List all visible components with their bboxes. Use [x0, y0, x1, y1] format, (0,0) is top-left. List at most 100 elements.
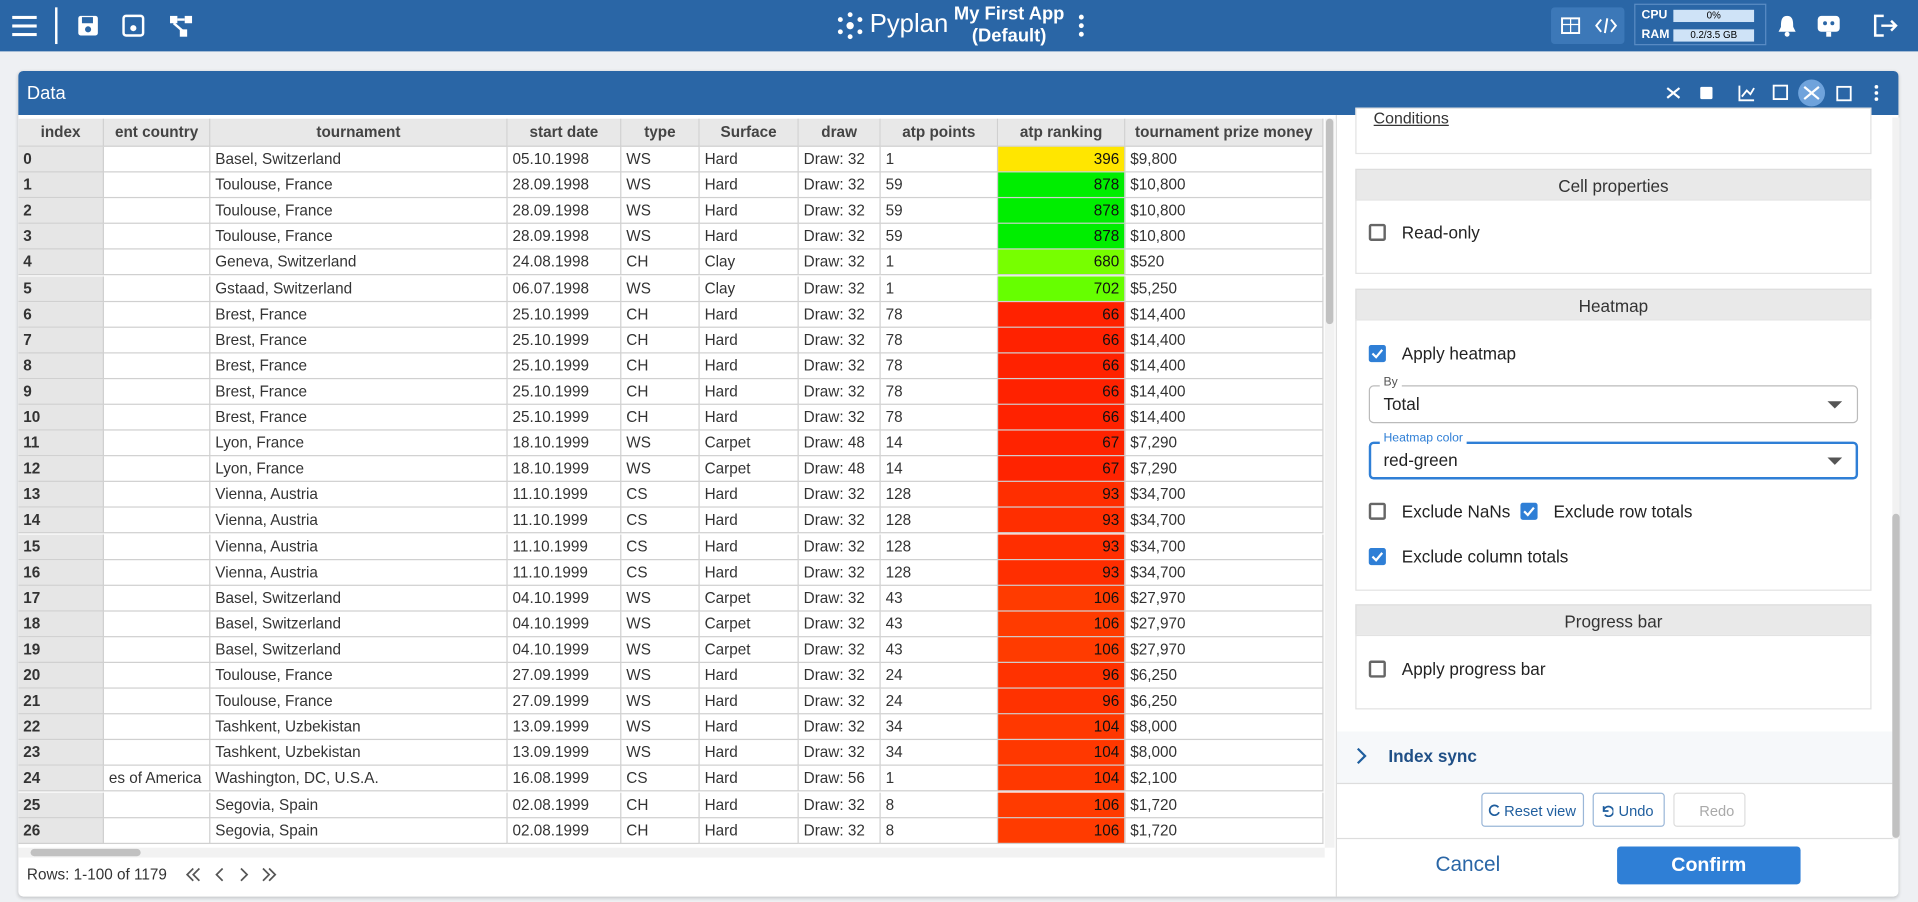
pager[interactable] [185, 865, 279, 885]
cell [103, 482, 211, 509]
cell: Draw: 32 [798, 559, 881, 586]
menu-icon[interactable] [10, 11, 39, 40]
row-index: 12 [18, 456, 104, 483]
heat-cell: 680 [998, 250, 1126, 276]
cell: $14,400 [1125, 327, 1324, 354]
confirm-button[interactable]: Confirm [1617, 846, 1801, 885]
row-index: 2 [18, 198, 104, 225]
cell [103, 585, 211, 612]
heat-cell: 878 [998, 172, 1126, 199]
heat-cell: 106 [998, 611, 1126, 638]
cell: 11.10.1999 [507, 508, 622, 534]
cell: Toulouse, France [210, 198, 508, 225]
cell: $7,290 [1125, 430, 1324, 457]
cell: 25.10.1999 [507, 379, 622, 405]
row-index: 17 [18, 585, 104, 612]
v-scrollbar[interactable] [1324, 118, 1335, 848]
conditions-link[interactable]: Conditions [1373, 108, 1449, 128]
side-scrollbar[interactable] [1892, 117, 1900, 840]
index-sync-row[interactable] [1336, 731, 1894, 785]
dropdown-arrow [1827, 457, 1843, 465]
flow-icon[interactable] [168, 12, 195, 39]
h-scrollbar[interactable] [18, 847, 1325, 858]
cell: Toulouse, France [210, 688, 508, 715]
cell: 128 [880, 559, 999, 586]
view-toggle[interactable] [1551, 7, 1625, 45]
cell: Brest, France [210, 327, 508, 354]
reset-button[interactable]: Reset view [1481, 792, 1585, 827]
checkbox[interactable] [1368, 502, 1386, 520]
cell: Draw: 48 [798, 430, 881, 457]
save-icon[interactable] [76, 13, 100, 37]
cell: Draw: 32 [798, 637, 881, 663]
heat-cell: 878 [998, 224, 1126, 251]
color-select[interactable] [1368, 441, 1859, 480]
resource-box [1634, 3, 1767, 46]
chevron[interactable] [1355, 747, 1367, 765]
cell: Draw: 32 [798, 792, 881, 818]
cell: 18.10.1999 [507, 430, 622, 457]
cell: $14,400 [1125, 353, 1324, 380]
v-scroll-thumb[interactable] [1325, 118, 1334, 325]
heat-cell: 106 [998, 637, 1126, 663]
row-index: 13 [18, 482, 104, 509]
cell [103, 353, 211, 380]
cell: CS [621, 482, 700, 509]
side-scroll-thumb[interactable] [1892, 513, 1900, 838]
separator [1336, 837, 1894, 840]
checkbox-label: Read-only [1401, 222, 1480, 243]
cell: Draw: 48 [798, 456, 881, 483]
index-sync[interactable]: Index sync [1388, 746, 1477, 766]
cell: WS [621, 662, 700, 689]
checkbox[interactable] [1368, 660, 1386, 678]
row-index: 7 [18, 327, 104, 354]
cell: 78 [880, 327, 999, 354]
cell [103, 662, 211, 689]
checkbox[interactable] [1368, 344, 1386, 363]
row-index: 0 [18, 146, 104, 173]
cell: $10,800 [1125, 198, 1324, 225]
cell: $8,000 [1125, 714, 1324, 741]
support-icon[interactable] [1814, 12, 1843, 39]
cell: 34 [880, 714, 999, 741]
section-body [1355, 199, 1872, 274]
h-scroll-thumb[interactable] [30, 848, 141, 857]
cell: WS [621, 146, 700, 173]
panel-toolbar[interactable] [1661, 78, 1893, 107]
cell: 24 [880, 662, 999, 689]
cell: 78 [880, 404, 999, 431]
cell: WS [621, 456, 700, 483]
app-menu[interactable] [1076, 12, 1086, 39]
checkbox-label: Exclude column totals [1401, 546, 1569, 567]
cell [103, 611, 211, 638]
cell: Hard [699, 662, 799, 689]
undo-button[interactable]: Undo [1592, 792, 1665, 827]
logout-icon[interactable] [1873, 13, 1900, 37]
checkbox[interactable] [1520, 502, 1538, 520]
table-icon[interactable] [1561, 16, 1581, 36]
cell [103, 740, 211, 767]
heat-cell: 67 [998, 456, 1126, 483]
cell: Draw: 32 [798, 327, 881, 354]
data-grid: index ent country tournament start date type… [18, 118, 1325, 848]
cancel-button[interactable]: Cancel [1435, 852, 1501, 876]
cell [103, 301, 211, 328]
cell: Hard [699, 172, 799, 199]
logo-icon [837, 12, 863, 40]
checkbox[interactable] [1368, 547, 1386, 566]
code-icon[interactable] [1595, 16, 1618, 36]
cell [103, 224, 211, 251]
cell: Carpet [699, 611, 799, 638]
save-as-icon[interactable] [121, 13, 145, 37]
bell-icon[interactable] [1776, 13, 1798, 37]
row-index: 14 [18, 508, 104, 534]
reset-icon [1488, 804, 1500, 817]
by-select[interactable] [1368, 385, 1859, 424]
cell: Toulouse, France [210, 224, 508, 251]
redo-button[interactable]: Redo [1673, 792, 1746, 827]
checkbox[interactable] [1368, 223, 1386, 241]
cell: 24.08.1998 [507, 250, 622, 276]
cell: CH [621, 353, 700, 380]
cell: 1 [880, 250, 999, 276]
